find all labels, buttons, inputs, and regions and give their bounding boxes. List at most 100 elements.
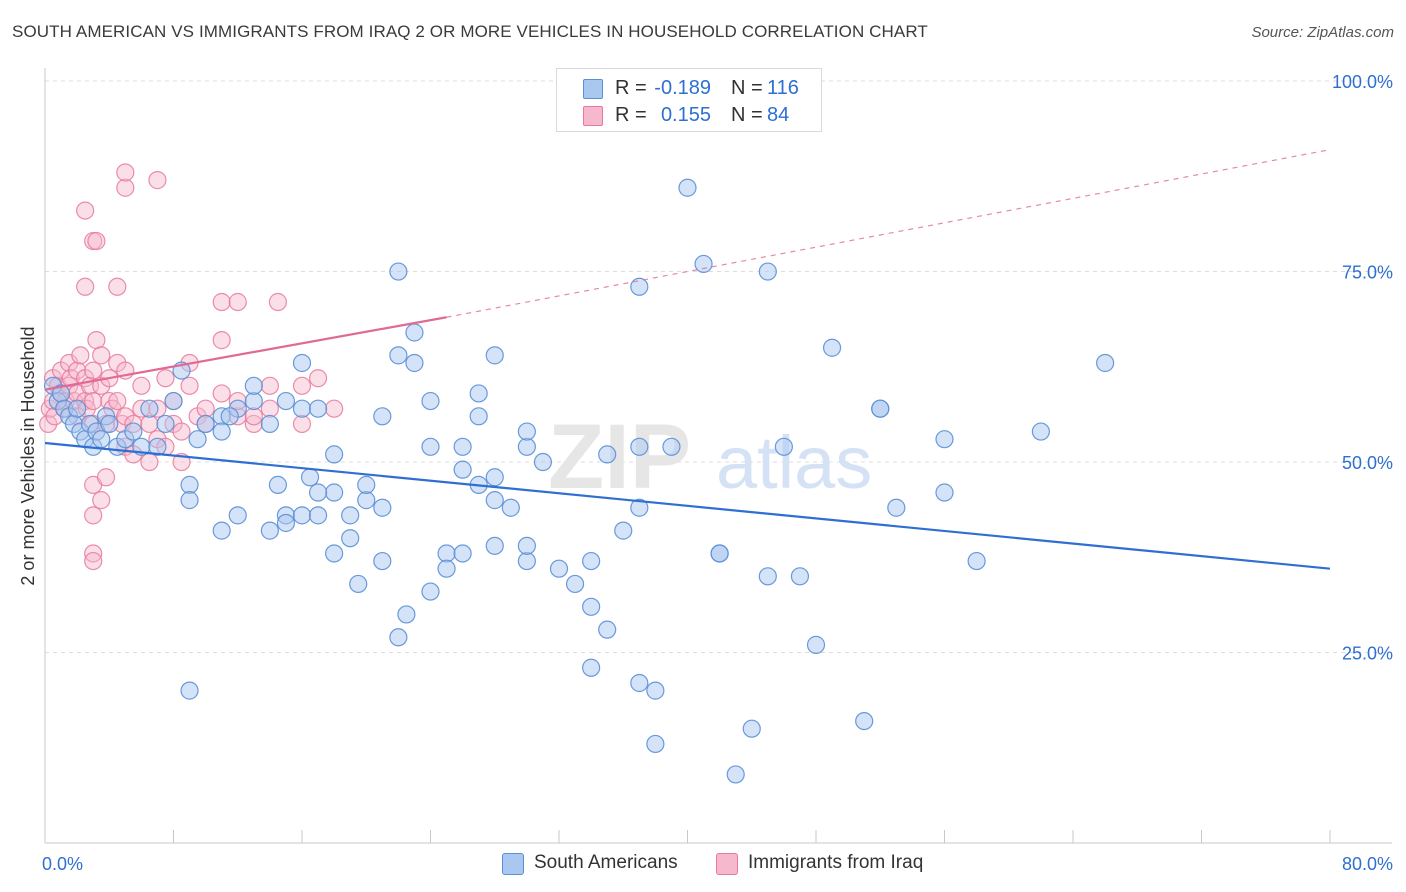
point-south-americans bbox=[421, 437, 440, 456]
point-immigrants-iraq bbox=[140, 452, 159, 472]
point-south-americans bbox=[742, 719, 761, 738]
point-south-americans bbox=[453, 544, 472, 563]
point-south-americans bbox=[517, 551, 536, 571]
point-south-americans bbox=[389, 628, 408, 647]
point-immigrants-iraq bbox=[196, 399, 215, 418]
point-south-americans bbox=[292, 353, 312, 373]
point-south-americans bbox=[180, 475, 199, 494]
legend-label: Immigrants from Iraq bbox=[748, 852, 924, 873]
r-value: -0.189 bbox=[654, 77, 711, 99]
point-south-americans bbox=[967, 551, 986, 571]
point-south-americans bbox=[630, 437, 649, 456]
point-south-americans bbox=[268, 475, 288, 494]
r-value: 0.155 bbox=[660, 104, 711, 126]
point-south-americans bbox=[68, 399, 87, 418]
point-immigrants-iraq bbox=[84, 551, 103, 571]
point-south-americans bbox=[421, 391, 440, 411]
point-immigrants-iraq bbox=[116, 178, 135, 197]
point-south-americans bbox=[630, 673, 649, 693]
point-south-americans bbox=[276, 513, 296, 533]
point-south-americans bbox=[357, 475, 376, 494]
point-south-americans bbox=[292, 506, 312, 525]
point-immigrants-iraq bbox=[84, 391, 103, 411]
point-south-americans bbox=[188, 430, 207, 449]
x-tick-label-max: 80.0% bbox=[1342, 854, 1393, 874]
point-south-americans bbox=[806, 635, 826, 654]
r-label: R = bbox=[615, 77, 647, 99]
point-immigrants-iraq bbox=[172, 422, 191, 441]
point-south-americans bbox=[373, 498, 392, 517]
point-immigrants-iraq bbox=[212, 331, 231, 350]
point-south-americans bbox=[710, 544, 729, 563]
point-south-americans bbox=[582, 597, 601, 616]
point-south-americans bbox=[220, 407, 239, 426]
point-immigrants-iraq bbox=[132, 376, 151, 395]
y-tick-label: 50.0% bbox=[1342, 453, 1393, 473]
point-immigrants-iraq bbox=[96, 468, 116, 487]
point-south-americans bbox=[148, 437, 167, 456]
point-south-americans bbox=[582, 658, 601, 677]
point-south-americans bbox=[598, 620, 617, 639]
legend-row-south-americans: R = -0.189 N = 116 bbox=[557, 75, 821, 101]
y-tick-label: 100.0% bbox=[1332, 72, 1393, 92]
point-immigrants-iraq bbox=[292, 376, 312, 395]
point-south-americans bbox=[397, 605, 416, 624]
point-south-americans bbox=[726, 765, 745, 784]
watermark-zip: ZIP bbox=[548, 406, 691, 508]
point-immigrants-iraq bbox=[87, 331, 106, 350]
x-tick-label-min: 0.0% bbox=[42, 854, 83, 874]
correlation-legend: R = -0.189 N = 116 R = 0.155 N = 84 bbox=[556, 68, 822, 132]
point-immigrants-iraq bbox=[108, 277, 127, 296]
n-value: 116 bbox=[767, 77, 799, 99]
point-immigrants-iraq bbox=[84, 544, 103, 563]
point-south-americans bbox=[180, 681, 199, 700]
point-south-americans bbox=[758, 567, 777, 586]
point-south-americans bbox=[614, 521, 633, 540]
y-tick-label: 25.0% bbox=[1342, 644, 1393, 664]
point-south-americans bbox=[308, 483, 328, 502]
point-south-americans bbox=[453, 460, 472, 479]
legend-swatch-blue bbox=[502, 853, 524, 875]
point-south-americans bbox=[260, 414, 279, 434]
point-immigrants-iraq bbox=[148, 171, 167, 190]
point-immigrants-iraq bbox=[228, 292, 247, 312]
point-immigrants-iraq bbox=[268, 292, 288, 312]
point-south-americans bbox=[437, 544, 456, 563]
point-south-americans bbox=[180, 491, 199, 510]
point-south-americans bbox=[308, 506, 328, 525]
point-south-americans bbox=[1031, 422, 1050, 441]
point-south-americans bbox=[469, 384, 488, 403]
point-south-americans bbox=[325, 544, 344, 563]
point-south-americans bbox=[100, 414, 119, 434]
point-south-americans bbox=[598, 445, 617, 464]
n-label: N = bbox=[731, 104, 763, 126]
point-south-americans bbox=[212, 521, 231, 540]
point-immigrants-iraq bbox=[116, 163, 135, 182]
point-south-americans bbox=[630, 277, 649, 296]
point-south-americans bbox=[485, 536, 504, 555]
point-south-americans bbox=[935, 430, 954, 449]
point-immigrants-iraq bbox=[140, 414, 159, 434]
point-south-americans bbox=[196, 414, 215, 434]
point-south-americans bbox=[646, 681, 665, 700]
point-south-americans bbox=[437, 559, 456, 578]
point-south-americans bbox=[485, 346, 504, 365]
point-immigrants-iraq bbox=[39, 414, 58, 434]
point-immigrants-iraq bbox=[71, 346, 90, 365]
point-immigrants-iraq bbox=[212, 292, 231, 312]
point-south-americans bbox=[124, 422, 143, 441]
point-south-americans bbox=[549, 559, 569, 578]
point-immigrants-iraq bbox=[84, 361, 103, 380]
r-label: R = bbox=[615, 104, 647, 126]
point-south-americans bbox=[935, 483, 954, 502]
point-south-americans bbox=[92, 430, 111, 449]
point-south-americans bbox=[212, 422, 231, 441]
point-immigrants-iraq bbox=[260, 399, 279, 418]
point-south-americans bbox=[485, 468, 504, 487]
point-south-americans bbox=[485, 491, 504, 510]
watermark-atlas: atlas bbox=[716, 421, 872, 504]
point-immigrants-iraq bbox=[92, 491, 111, 510]
point-south-americans bbox=[405, 323, 424, 342]
point-south-americans bbox=[341, 529, 360, 548]
point-south-americans bbox=[140, 399, 159, 418]
